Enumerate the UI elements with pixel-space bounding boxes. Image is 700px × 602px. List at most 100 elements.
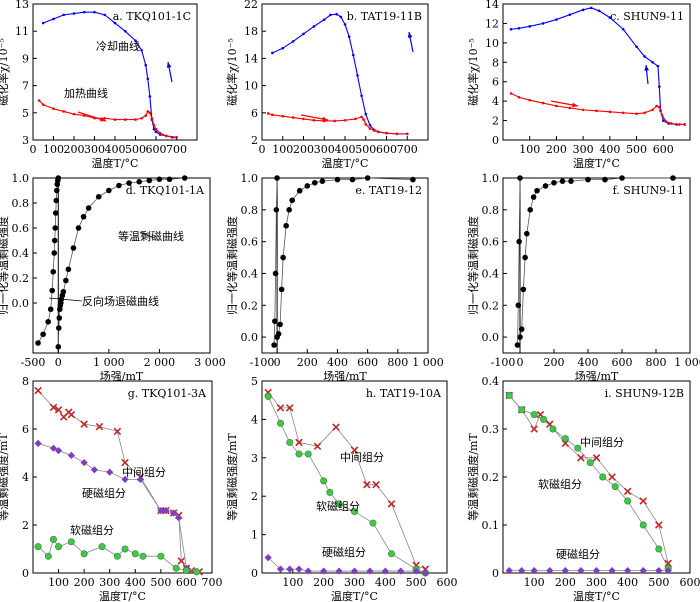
- data-point: [286, 207, 292, 213]
- x-tick-label: 200: [74, 576, 95, 589]
- data-point: [518, 406, 526, 414]
- data-point: [172, 564, 180, 572]
- data-point: [49, 403, 58, 412]
- x-axis-label: 场强/mT: [575, 369, 619, 383]
- panel-label: g. TKQ101-3A: [128, 387, 207, 400]
- data-point: [387, 550, 395, 558]
- series-line: [37, 443, 197, 573]
- data-point: [146, 177, 153, 184]
- data-point: [264, 392, 272, 400]
- data-point: [517, 334, 523, 340]
- x-tick-label: 100: [519, 143, 540, 156]
- x-tick-label: 600: [653, 143, 674, 156]
- y-tick-label: 2: [492, 115, 499, 128]
- x-tick-label: 400: [125, 576, 146, 589]
- data-point: [527, 207, 533, 213]
- y-axis-label: 归一化等温剩磁强度: [0, 216, 10, 315]
- y-tick-label: 0.0: [482, 331, 500, 344]
- data-point: [385, 131, 388, 135]
- data-point: [54, 447, 63, 455]
- data-point: [166, 176, 173, 183]
- data-point: [51, 237, 58, 244]
- data-point: [322, 18, 326, 21]
- data-point: [136, 178, 142, 185]
- x-tick-label: 0: [274, 356, 281, 369]
- series-line: [519, 177, 673, 338]
- data-point: [651, 108, 654, 112]
- data-point: [542, 183, 549, 189]
- x-tick-label: 1 000: [674, 356, 700, 369]
- series-line: [517, 177, 521, 346]
- data-point: [295, 438, 303, 447]
- data-point: [350, 567, 359, 575]
- x-tick-label: 300: [314, 143, 335, 156]
- data-point: [335, 12, 339, 16]
- data-point: [602, 176, 608, 183]
- data-point: [295, 565, 303, 573]
- y-tick-label: 13: [15, 0, 29, 11]
- data-point: [80, 213, 87, 220]
- annotation-label: 中间组分: [580, 435, 624, 449]
- data-point: [555, 104, 558, 108]
- data-point: [162, 507, 170, 515]
- y-tick-label: 0.3: [482, 423, 500, 436]
- data-point: [655, 545, 663, 553]
- data-point: [175, 514, 183, 522]
- data-point: [561, 435, 569, 443]
- data-point: [121, 545, 129, 553]
- data-point: [304, 567, 312, 575]
- x-tick-label: 400: [617, 576, 638, 589]
- data-point: [95, 193, 102, 200]
- y-tick-label: 12: [485, 17, 499, 30]
- x-axis-label: 场强/mT: [323, 369, 367, 383]
- data-point: [37, 99, 41, 102]
- data-point: [272, 270, 279, 277]
- data-point: [541, 101, 545, 105]
- x-tick-label: 600: [437, 576, 458, 589]
- x-tick-label: 600: [146, 143, 167, 156]
- data-point: [397, 567, 405, 575]
- data-point: [505, 567, 513, 575]
- data-point: [51, 250, 58, 256]
- series-line: [272, 13, 408, 135]
- data-point: [280, 254, 286, 261]
- data-point: [319, 178, 326, 184]
- data-point: [140, 116, 143, 120]
- y-tick-label: 11: [15, 25, 29, 38]
- x-axis-label: 温度T/°C: [92, 156, 139, 170]
- data-point: [581, 108, 585, 112]
- data-point: [585, 176, 591, 183]
- data-point: [296, 187, 303, 194]
- data-point: [123, 29, 127, 33]
- data-point: [154, 127, 158, 131]
- data-point: [49, 444, 58, 452]
- x-tick-label: 200: [293, 143, 314, 156]
- data-point: [285, 404, 294, 412]
- panel-a: 0 100 200 300 400 500 600 700 3 5 7 9 11 13 温度T/°C 磁化率χ…: [0, 0, 198, 170]
- data-point: [326, 488, 334, 496]
- data-point: [376, 130, 380, 134]
- data-point: [276, 419, 284, 427]
- data-point: [369, 519, 377, 527]
- data-point: [555, 18, 558, 21]
- x-tick-label: 100: [272, 143, 293, 156]
- data-point: [664, 567, 672, 575]
- data-point: [134, 118, 137, 121]
- data-point: [49, 287, 56, 294]
- data-point: [278, 286, 285, 293]
- data-point: [80, 550, 88, 558]
- data-point: [356, 74, 359, 77]
- panel-i: 100 200 300 400 500 600 0 0.1 0.2 0.3 0.4 温度T/°C 等温剩…: [466, 375, 700, 602]
- data-point: [54, 406, 63, 414]
- data-point: [52, 17, 55, 21]
- data-point: [549, 425, 557, 433]
- annotation-label: 硬磁组分: [322, 545, 366, 559]
- x-tick-label: 500: [648, 576, 669, 589]
- y-tick-label: 4: [22, 471, 29, 484]
- x-tick-label: -100: [491, 356, 516, 369]
- x-tick-label: 600: [612, 356, 633, 369]
- data-point: [291, 40, 295, 43]
- data-point: [599, 473, 607, 481]
- y-tick-label: 0: [22, 567, 29, 580]
